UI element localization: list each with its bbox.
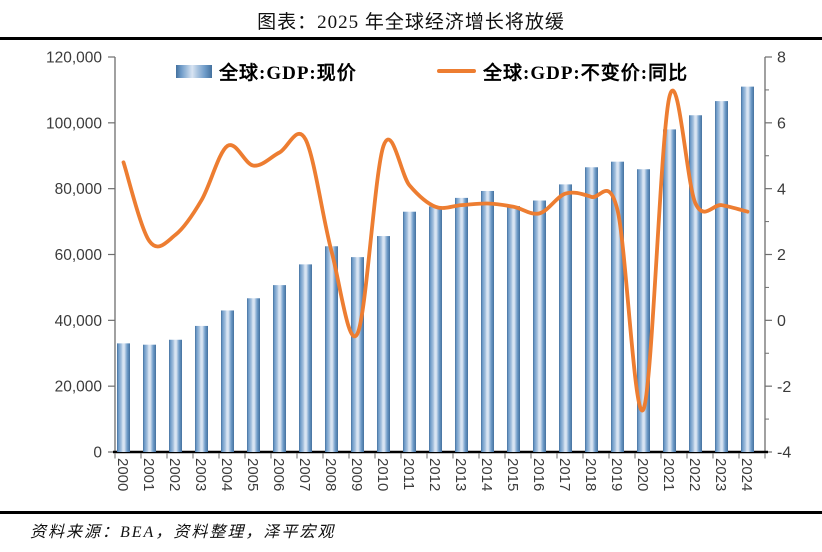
y-axis-left-tick-label: 0	[93, 444, 102, 461]
x-axis-year-label: 2007	[296, 458, 313, 491]
chart-title: 图表：2025 年全球经济增长将放缓	[257, 12, 565, 33]
y-axis-left: 0 20,000 40,000 60,000 80,000 100,000 120,000	[46, 49, 116, 461]
x-axis-year-label: 2008	[322, 458, 339, 491]
gdp-bar	[481, 190, 494, 453]
y-axis-left-tick-label: 80,000	[55, 181, 103, 198]
y-axis-right-tick-label: 0	[777, 313, 786, 330]
source-note: 资料来源：BEA，资料整理，泽平宏观	[30, 524, 336, 541]
gdp-bar	[299, 264, 312, 452]
x-axis-year-label: 2021	[660, 458, 677, 491]
y-axis-right-tick-label: -2	[777, 379, 791, 396]
bars-series	[117, 86, 754, 453]
x-axis-year-label: 2014	[478, 458, 495, 491]
x-axis-year-label: 2019	[608, 458, 625, 491]
x-axis-year-label: 2012	[426, 458, 443, 491]
gdp-bar	[663, 129, 676, 452]
gdp-bar	[247, 298, 260, 452]
y-axis-right: -4 -2 0 2 4 6 8	[764, 50, 791, 462]
x-axis-year-label: 2009	[348, 458, 365, 491]
x-axis-year-label: 2016	[530, 458, 547, 491]
y-axis-left-tick-label: 100,000	[46, 115, 102, 132]
title-divider	[0, 37, 822, 40]
y-axis-left-tick-label: 120,000	[46, 49, 102, 66]
x-axis-year-label: 2020	[634, 458, 651, 491]
x-axis: 2000 2001 2002 2003 2004 2005 2006 2007 2008 2009…	[113, 450, 768, 491]
x-axis-year-label: 2001	[140, 458, 157, 491]
x-axis-year-label: 2024	[738, 458, 755, 491]
y-axis-left-tick-label: 20,000	[55, 379, 103, 396]
y-axis-right-tick-label: -4	[777, 445, 791, 462]
gdp-bar	[221, 310, 234, 452]
x-axis-year-label: 2015	[504, 458, 521, 491]
gdp-bar	[507, 206, 520, 452]
gdp-bar	[117, 343, 130, 452]
x-axis-year-label: 2003	[192, 458, 209, 491]
x-axis-year-label: 2011	[400, 458, 417, 490]
gdp-bar	[351, 257, 364, 452]
y-axis-right-tick-label: 8	[777, 50, 786, 67]
gdp-bar	[741, 86, 754, 452]
y-axis-right-tick-label: 4	[777, 181, 786, 198]
gdp-bar	[429, 206, 442, 452]
y-axis-left-tick-label: 60,000	[55, 247, 103, 264]
x-axis-year-label: 2023	[712, 458, 729, 491]
x-axis-year-label: 2018	[582, 458, 599, 491]
gdp-bar	[533, 200, 546, 452]
gdp-bar	[559, 184, 572, 452]
x-axis-year-label: 2022	[686, 458, 703, 491]
y-axis-right-tick-label: 2	[777, 247, 786, 264]
x-axis-year-label: 2006	[270, 458, 287, 491]
gdp-bar	[585, 167, 598, 453]
y-axis-left-tick-label: 40,000	[55, 313, 103, 330]
gdp-bar	[195, 325, 208, 452]
gdp-bar	[377, 236, 390, 452]
gdp-bar	[403, 211, 416, 452]
gdp-bar	[325, 246, 338, 452]
x-axis-year-label: 2010	[374, 458, 391, 491]
footer-divider	[0, 511, 822, 514]
x-axis-year-label: 2013	[452, 458, 469, 491]
x-axis-year-label: 2000	[114, 458, 131, 491]
gdp-bar	[169, 339, 182, 452]
gdp-bar	[143, 344, 156, 452]
gdp-bar	[273, 285, 286, 452]
y-axis-right-tick-label: 6	[777, 115, 786, 132]
gdp-bar	[455, 197, 468, 452]
x-axis-year-label: 2005	[244, 458, 261, 491]
x-axis-year-label: 2004	[218, 458, 235, 491]
gdp-bar	[689, 115, 702, 452]
x-axis-year-label: 2002	[166, 458, 183, 491]
growth-line	[121, 88, 750, 413]
gdp-bar	[715, 101, 728, 452]
x-axis-year-label: 2017	[556, 458, 573, 491]
